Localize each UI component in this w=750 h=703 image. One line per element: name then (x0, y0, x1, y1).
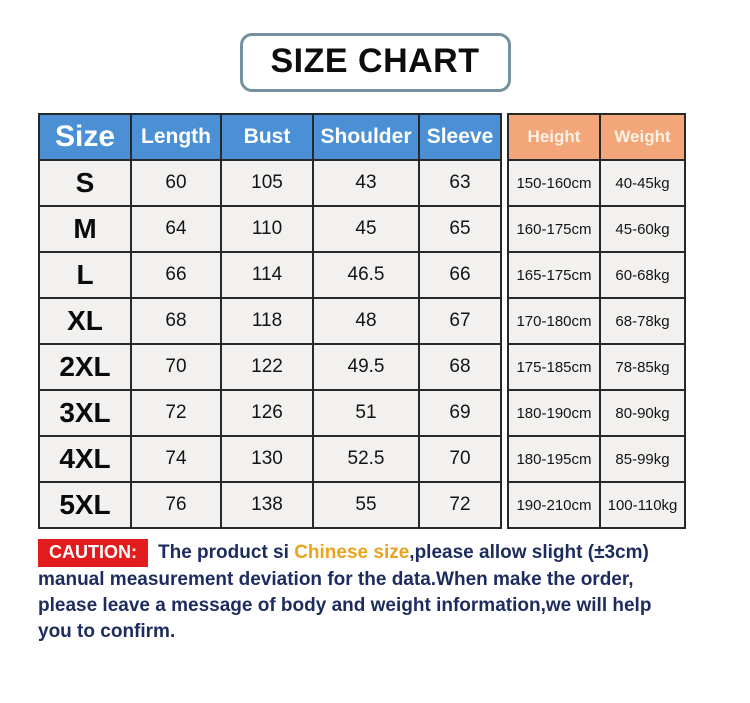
weight-value: 60-68kg (599, 251, 686, 299)
caution-note: CAUTION: The product si Chinese size,plea… (38, 539, 714, 645)
table-row: 3XL 72 126 51 69 (38, 389, 502, 437)
sleeve-value: 68 (418, 343, 502, 391)
title-area: SIZE CHART (0, 0, 750, 92)
size-label: XL (38, 297, 132, 345)
size-label: 4XL (38, 435, 132, 483)
header-length: Length (130, 113, 222, 161)
height-weight-table: Height Weight 150-160cm 40-45kg 160-175c… (507, 113, 686, 529)
caution-text: The product si (158, 542, 295, 563)
table-row: 180-190cm 80-90kg (507, 389, 686, 437)
height-value: 180-195cm (507, 435, 601, 483)
size-label: 2XL (38, 343, 132, 391)
length-value: 72 (130, 389, 222, 437)
length-value: 76 (130, 481, 222, 529)
size-chart-tables: Size Length Bust Shoulder Sleeve S 60 10… (38, 113, 750, 529)
caution-line-3: please leave a message of body and weigh… (38, 595, 652, 616)
sleeve-value: 63 (418, 159, 502, 207)
header-weight: Weight (599, 113, 686, 161)
header-shoulder: Shoulder (312, 113, 420, 161)
size-label: S (38, 159, 132, 207)
shoulder-value: 52.5 (312, 435, 420, 483)
height-value: 180-190cm (507, 389, 601, 437)
weight-value: 40-45kg (599, 159, 686, 207)
weight-value: 80-90kg (599, 389, 686, 437)
header-bust: Bust (220, 113, 314, 161)
length-value: 66 (130, 251, 222, 299)
shoulder-value: 51 (312, 389, 420, 437)
table-row: 5XL 76 138 55 72 (38, 481, 502, 529)
sleeve-value: 72 (418, 481, 502, 529)
height-value: 170-180cm (507, 297, 601, 345)
bust-value: 130 (220, 435, 314, 483)
length-value: 70 (130, 343, 222, 391)
shoulder-value: 45 (312, 205, 420, 253)
table-row: 170-180cm 68-78kg (507, 297, 686, 345)
page-title: SIZE CHART (239, 33, 511, 92)
height-value: 165-175cm (507, 251, 601, 299)
height-value: 175-185cm (507, 343, 601, 391)
bust-value: 126 (220, 389, 314, 437)
table-row: 165-175cm 60-68kg (507, 251, 686, 299)
table-row: XL 68 118 48 67 (38, 297, 502, 345)
table-row: M 64 110 45 65 (38, 205, 502, 253)
caution-line-2: manual measurement deviation for the dat… (38, 569, 634, 590)
length-value: 68 (130, 297, 222, 345)
bust-value: 110 (220, 205, 314, 253)
bust-value: 122 (220, 343, 314, 391)
sleeve-value: 69 (418, 389, 502, 437)
table-row: 4XL 74 130 52.5 70 (38, 435, 502, 483)
shoulder-value: 43 (312, 159, 420, 207)
bust-value: 114 (220, 251, 314, 299)
length-value: 64 (130, 205, 222, 253)
size-label: M (38, 205, 132, 253)
bust-value: 138 (220, 481, 314, 529)
table-row: 190-210cm 100-110kg (507, 481, 686, 529)
weight-value: 68-78kg (599, 297, 686, 345)
shoulder-value: 48 (312, 297, 420, 345)
sleeve-value: 67 (418, 297, 502, 345)
shoulder-value: 49.5 (312, 343, 420, 391)
header-row: Size Length Bust Shoulder Sleeve (38, 113, 502, 161)
sleeve-value: 70 (418, 435, 502, 483)
caution-line-1: CAUTION: The product si Chinese size,plea… (38, 539, 714, 567)
weight-value: 85-99kg (599, 435, 686, 483)
weight-value: 45-60kg (599, 205, 686, 253)
size-label: 3XL (38, 389, 132, 437)
sleeve-value: 65 (418, 205, 502, 253)
length-value: 60 (130, 159, 222, 207)
length-value: 74 (130, 435, 222, 483)
shoulder-value: 46.5 (312, 251, 420, 299)
table-row: 150-160cm 40-45kg (507, 159, 686, 207)
table-row: 160-175cm 45-60kg (507, 205, 686, 253)
measurements-table: Size Length Bust Shoulder Sleeve S 60 10… (38, 113, 502, 529)
height-value: 150-160cm (507, 159, 601, 207)
caution-line-4: you to confirm. (38, 621, 176, 642)
header-size: Size (38, 113, 132, 161)
header-row: Height Weight (507, 113, 686, 161)
caution-highlight: Chinese size (294, 542, 410, 563)
header-height: Height (507, 113, 601, 161)
table-row: 2XL 70 122 49.5 68 (38, 343, 502, 391)
caution-badge: CAUTION: (38, 539, 148, 567)
sleeve-value: 66 (418, 251, 502, 299)
height-value: 190-210cm (507, 481, 601, 529)
table-row: 175-185cm 78-85kg (507, 343, 686, 391)
bust-value: 105 (220, 159, 314, 207)
shoulder-value: 55 (312, 481, 420, 529)
bust-value: 118 (220, 297, 314, 345)
caution-text: ,please allow slight (±3cm) (409, 542, 649, 563)
size-label: L (38, 251, 132, 299)
table-row: L 66 114 46.5 66 (38, 251, 502, 299)
header-sleeve: Sleeve (418, 113, 502, 161)
weight-value: 100-110kg (599, 481, 686, 529)
weight-value: 78-85kg (599, 343, 686, 391)
table-row: S 60 105 43 63 (38, 159, 502, 207)
height-value: 160-175cm (507, 205, 601, 253)
size-label: 5XL (38, 481, 132, 529)
table-row: 180-195cm 85-99kg (507, 435, 686, 483)
